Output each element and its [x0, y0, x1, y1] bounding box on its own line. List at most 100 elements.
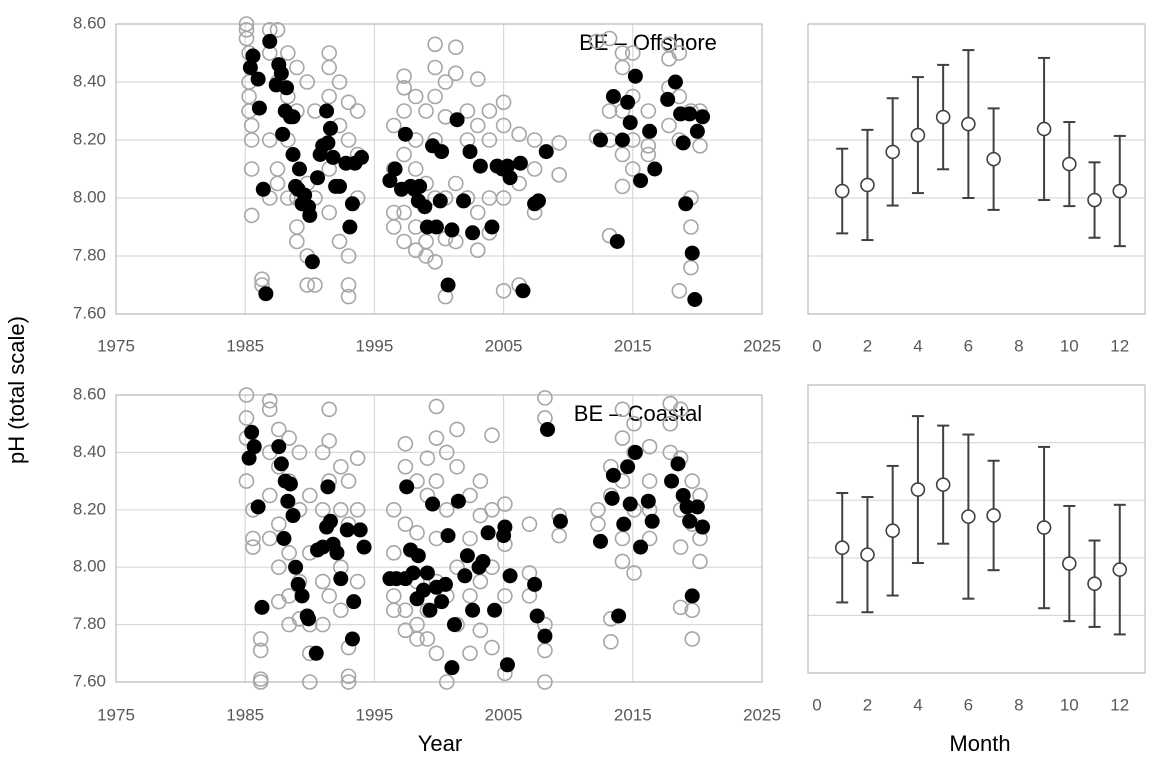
open-point — [481, 103, 498, 119]
filled-point — [480, 525, 496, 541]
open-point — [349, 103, 366, 119]
open-point — [624, 161, 641, 177]
open-point — [269, 21, 286, 38]
open-point — [321, 88, 337, 105]
filled-point — [660, 91, 676, 107]
filled-point — [288, 559, 304, 575]
y-tick-label: 7.60 — [73, 671, 106, 690]
open-point — [289, 233, 305, 250]
filled-point — [611, 608, 627, 624]
open-point — [243, 207, 260, 224]
y-tick-label: 8.20 — [73, 129, 106, 148]
filled-point — [262, 33, 278, 49]
x-tick-label: 1985 — [226, 336, 264, 355]
y-tick-label: 8.20 — [73, 499, 106, 518]
filled-point — [472, 158, 488, 174]
open-point — [671, 282, 688, 299]
open-point — [614, 59, 631, 76]
open-point — [495, 117, 512, 134]
filled-point — [487, 602, 503, 618]
open-point — [333, 602, 349, 619]
open-point — [692, 138, 708, 154]
x-tick-label: 10 — [1060, 336, 1079, 355]
filled-point — [417, 199, 433, 215]
open-point — [521, 516, 538, 532]
open-point — [238, 410, 255, 426]
filled-point — [322, 120, 338, 136]
open-point — [397, 435, 414, 452]
filled-point — [682, 106, 698, 122]
filled-point — [410, 548, 426, 564]
open-point — [301, 487, 318, 504]
x-tick-label: 8 — [1014, 336, 1023, 355]
open-point — [252, 631, 269, 647]
open-point — [331, 233, 348, 250]
filled-point — [310, 170, 326, 186]
filled-point — [440, 277, 456, 293]
filled-point — [695, 519, 711, 535]
filled-point — [622, 115, 638, 131]
mean-point — [834, 540, 850, 556]
open-point — [484, 501, 500, 518]
mean-point — [961, 509, 976, 524]
filled-point — [644, 513, 660, 529]
x-tick-label: 4 — [913, 695, 922, 714]
open-point — [418, 103, 434, 119]
filled-point — [497, 519, 513, 535]
open-point — [340, 288, 357, 305]
filled-point — [356, 539, 372, 555]
open-point — [428, 430, 445, 446]
filled-point — [499, 657, 515, 673]
filled-point — [291, 161, 307, 177]
open-point — [447, 39, 464, 56]
filled-point — [276, 531, 292, 546]
open-point — [449, 559, 465, 576]
filled-point — [640, 493, 656, 509]
mean-point — [860, 177, 875, 193]
mean-point — [885, 144, 900, 160]
open-point — [614, 178, 631, 195]
filled-point — [329, 545, 345, 561]
x-tick-label: 2025 — [743, 336, 781, 355]
y-tick-label: 8.60 — [73, 13, 106, 32]
open-point — [603, 634, 619, 650]
open-point — [484, 639, 500, 656]
filled-point — [642, 123, 658, 139]
open-point — [419, 631, 436, 647]
open-point — [321, 588, 337, 604]
filled-point — [440, 528, 456, 544]
open-point — [280, 45, 296, 61]
open-point — [640, 146, 657, 163]
open-point — [270, 421, 287, 438]
open-point — [289, 59, 305, 76]
mean-point — [986, 151, 1001, 167]
open-point — [385, 501, 402, 518]
filled-point — [456, 193, 472, 209]
filled-point — [664, 473, 680, 489]
open-point — [447, 175, 464, 192]
x-tick-label: 1975 — [97, 336, 135, 355]
mean-point — [935, 109, 951, 125]
filled-point — [465, 225, 481, 241]
filled-point — [353, 149, 369, 165]
open-point — [396, 80, 412, 96]
open-point — [428, 645, 445, 662]
open-point — [447, 65, 464, 82]
x-axis-label: Year — [418, 731, 462, 756]
open-point — [261, 401, 278, 418]
open-point — [662, 415, 679, 432]
mean-point — [961, 116, 976, 132]
open-point — [438, 674, 455, 690]
filled-point — [538, 144, 554, 160]
open-point — [427, 88, 443, 105]
mean-point — [1112, 183, 1128, 199]
filled-point — [502, 568, 518, 584]
open-point — [427, 36, 443, 53]
open-point — [462, 588, 478, 604]
filled-point — [250, 499, 266, 515]
open-point — [469, 117, 486, 134]
filled-point — [529, 608, 545, 624]
open-point — [321, 59, 337, 76]
open-point — [551, 135, 567, 151]
